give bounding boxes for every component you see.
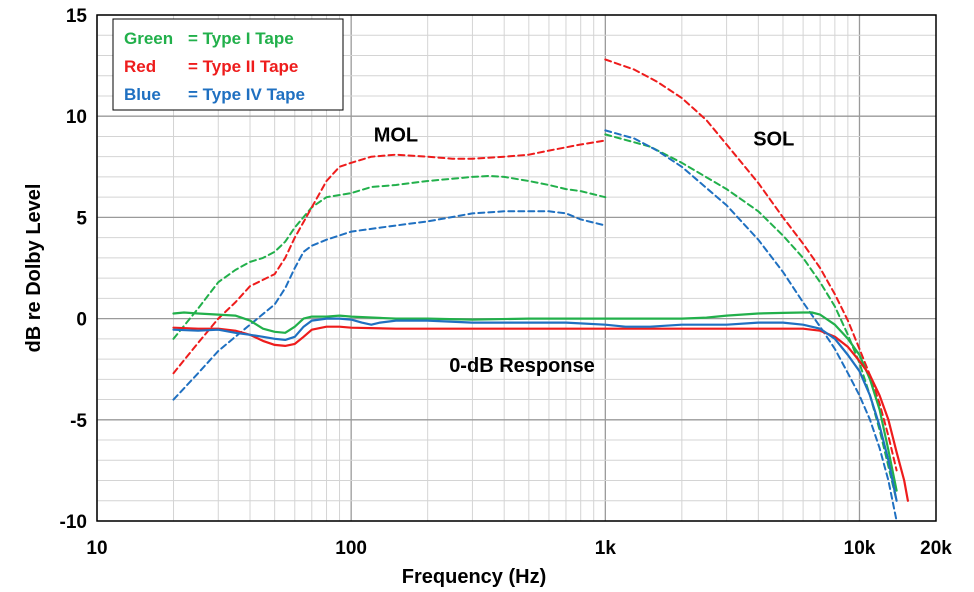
- series-line-type-i-mol: [172, 174, 607, 340]
- annotation-sol: SOL: [753, 128, 794, 150]
- x-tick-label: 1k: [595, 538, 617, 559]
- y-tick-label: -5: [70, 411, 87, 432]
- x-tick-label: 10k: [844, 538, 876, 559]
- plot-area-border: [96, 14, 937, 522]
- legend-color-green: Green: [124, 29, 173, 48]
- series-line-type-ii-mol: [172, 139, 607, 375]
- annotation-0db-response: 0-dB Response: [449, 355, 595, 377]
- tick-labels: -10 -5 0 5 10 15 10 100 1k 10k 20k: [60, 6, 953, 559]
- annotations: MOL SOL 0-dB Response: [374, 124, 795, 377]
- legend-color-red: Red: [124, 57, 156, 76]
- series-line-type-i-0-db-response: [172, 311, 898, 492]
- legend: Green = Type I Tape Red = Type II Tape B…: [112, 18, 344, 111]
- legend-desc-type-iv: = Type IV Tape: [188, 85, 305, 104]
- y-tick-label: -10: [60, 512, 87, 533]
- y-axis-title: dB re Dolby Level: [23, 184, 45, 353]
- series-line-type-iv-sol: [604, 129, 898, 522]
- x-tick-label: 20k: [920, 538, 952, 559]
- legend-box: [112, 18, 344, 111]
- series-line-type-ii-sol: [604, 58, 898, 472]
- x-tick-label: 10: [86, 538, 107, 559]
- series-line-type-iv-0-db-response: [172, 317, 898, 502]
- y-tick-label: 5: [76, 208, 87, 229]
- series-lines: [172, 58, 910, 522]
- x-axis-title: Frequency (Hz): [402, 566, 546, 588]
- x-tick-label: 100: [335, 538, 367, 559]
- y-tick-label: 10: [66, 107, 87, 128]
- y-tick-label: 0: [76, 310, 87, 331]
- y-tick-label: 15: [66, 6, 88, 27]
- legend-color-blue: Blue: [124, 85, 161, 104]
- annotation-mol: MOL: [374, 124, 418, 146]
- series-line-type-ii-0-db-response: [172, 325, 910, 502]
- legend-desc-type-ii: = Type II Tape: [188, 57, 298, 76]
- legend-desc-type-i: = Type I Tape: [188, 29, 294, 48]
